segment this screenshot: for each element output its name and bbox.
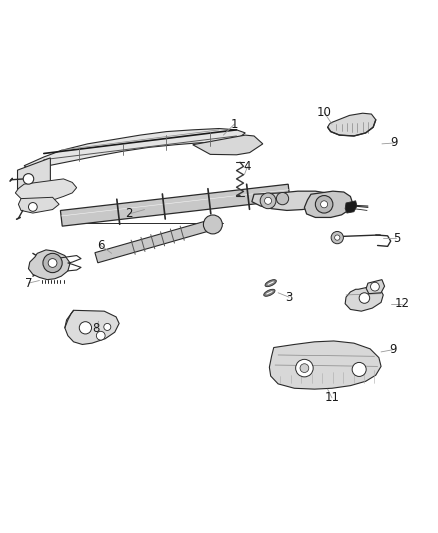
Ellipse shape <box>264 289 275 296</box>
Circle shape <box>260 193 276 209</box>
Polygon shape <box>193 135 263 155</box>
Circle shape <box>28 203 37 211</box>
Text: 4: 4 <box>244 160 251 173</box>
Polygon shape <box>304 191 353 217</box>
Circle shape <box>48 259 57 268</box>
Ellipse shape <box>265 280 276 287</box>
Polygon shape <box>345 201 357 213</box>
Text: 2: 2 <box>125 207 133 221</box>
Polygon shape <box>345 286 383 311</box>
Text: 6: 6 <box>97 239 105 252</box>
Circle shape <box>352 362 366 376</box>
Polygon shape <box>65 310 119 344</box>
Circle shape <box>79 322 92 334</box>
Circle shape <box>331 231 343 244</box>
Polygon shape <box>18 158 50 194</box>
Text: 9: 9 <box>390 136 398 149</box>
Polygon shape <box>252 191 328 211</box>
Circle shape <box>43 253 62 273</box>
Text: 3: 3 <box>286 290 293 304</box>
Circle shape <box>321 201 328 208</box>
Circle shape <box>276 192 289 205</box>
Text: 5: 5 <box>393 231 400 245</box>
Polygon shape <box>328 113 376 136</box>
Circle shape <box>335 235 340 240</box>
Circle shape <box>203 215 223 234</box>
Circle shape <box>315 196 333 213</box>
Circle shape <box>300 364 309 373</box>
Text: 10: 10 <box>317 106 332 119</box>
Polygon shape <box>366 280 385 294</box>
Text: 8: 8 <box>93 322 100 335</box>
Polygon shape <box>28 250 70 280</box>
Circle shape <box>96 332 105 340</box>
Polygon shape <box>18 197 59 213</box>
Circle shape <box>371 282 379 291</box>
Text: 1: 1 <box>230 118 238 131</box>
Circle shape <box>265 197 272 204</box>
Circle shape <box>23 174 34 184</box>
Polygon shape <box>24 128 245 170</box>
Polygon shape <box>269 341 381 389</box>
Polygon shape <box>95 217 220 263</box>
Circle shape <box>104 324 111 330</box>
Polygon shape <box>60 184 290 226</box>
Text: 7: 7 <box>25 277 32 289</box>
Circle shape <box>296 359 313 377</box>
Circle shape <box>359 293 370 303</box>
Text: 11: 11 <box>325 391 339 405</box>
Text: 9: 9 <box>389 343 397 356</box>
Text: 12: 12 <box>395 297 410 310</box>
Polygon shape <box>15 179 77 205</box>
